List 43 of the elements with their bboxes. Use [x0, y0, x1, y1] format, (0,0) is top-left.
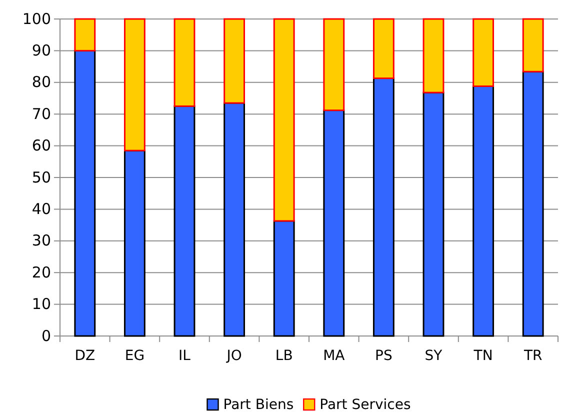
- bar: [323, 110, 345, 337]
- bar: [422, 18, 444, 94]
- x-tick-label: IL: [178, 348, 191, 364]
- x-tick-label: SY: [424, 348, 443, 364]
- y-tick-label: 40: [32, 200, 51, 218]
- bar: [472, 18, 494, 87]
- y-tick-label: 20: [32, 263, 51, 282]
- x-tick-label: TN: [472, 348, 493, 364]
- y-tick-label: 70: [32, 104, 51, 123]
- bar: [522, 18, 544, 72]
- x-tick-label: DZ: [74, 348, 96, 364]
- bar: [174, 18, 196, 107]
- y-tick-label: 100: [22, 10, 51, 28]
- y-tick-label: 90: [32, 42, 51, 60]
- bar: [74, 18, 96, 52]
- bar: [124, 150, 146, 337]
- bar: [522, 70, 544, 337]
- y-tick-label: 0: [41, 326, 51, 345]
- x-tick-label: JO: [226, 348, 242, 364]
- bar: [224, 102, 246, 337]
- bar: [174, 105, 196, 337]
- legend-label: Part Services: [320, 397, 411, 413]
- bar: [372, 78, 394, 337]
- bar: [273, 18, 295, 222]
- x-tick-label: EG: [124, 348, 145, 364]
- y-tick-label: 60: [32, 136, 51, 155]
- x-tick-label: TR: [522, 348, 543, 364]
- x-tick-label: LB: [275, 348, 293, 364]
- legend-label: Part Biens: [223, 397, 294, 413]
- bar: [422, 92, 444, 337]
- x-tick-label: PS: [375, 348, 392, 364]
- bar: [472, 85, 494, 337]
- bar: [224, 18, 246, 104]
- y-tick-label: 50: [32, 168, 51, 186]
- bar: [74, 50, 96, 337]
- y-tick-label: 10: [32, 295, 51, 314]
- bar: [124, 18, 146, 152]
- bar: [273, 220, 295, 337]
- x-tick-label: MA: [323, 348, 346, 364]
- bar: [323, 18, 345, 112]
- bar: [372, 18, 394, 80]
- y-tick-label: 80: [32, 73, 51, 92]
- y-tick-label: 30: [32, 232, 51, 250]
